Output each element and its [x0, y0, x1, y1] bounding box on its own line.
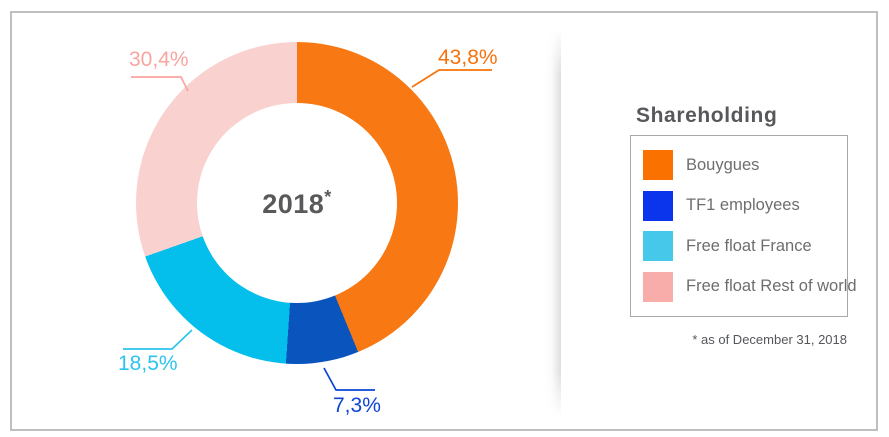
swatch-bouygues — [643, 150, 673, 180]
leader-line-tf1-employees — [323, 367, 375, 391]
legend-box: Bouygues TF1 employees Free float France… — [630, 135, 857, 317]
legend-label: Free float France — [686, 236, 812, 255]
legend-label: TF1 employees — [686, 196, 800, 215]
slice-label-free-float-rest: 30,4% — [129, 48, 189, 71]
legend-item-tf1-employees: TF1 employees — [643, 190, 835, 221]
center-asterisk: * — [324, 186, 332, 207]
chart-card: 2018* 43,8% 30,4% 18,5% 7,3% Shareholdin… — [10, 11, 878, 431]
leader-line-bouygues — [411, 69, 492, 88]
leader-line-free-float-rest — [131, 76, 189, 92]
legend-label: Bouygues — [686, 155, 760, 174]
slice-label-bouygues: 43,8% — [438, 46, 498, 69]
footnote: * as of December 31, 2018 — [692, 332, 847, 347]
leader-line-free-float-france — [123, 329, 193, 350]
donut-hole: 2018* — [197, 103, 397, 303]
swatch-free-float-rest — [643, 271, 673, 302]
legend-item-bouygues: Bouygues — [643, 150, 835, 180]
page-fold-shadow — [544, 29, 561, 417]
slice-label-tf1-employees: 7,3% — [333, 394, 381, 417]
legend-item-free-float-france: Free float France — [643, 231, 835, 262]
donut-chart: 2018* — [136, 42, 458, 364]
swatch-free-float-france — [643, 231, 673, 262]
slice-label-free-float-france: 18,5% — [118, 352, 178, 375]
donut-center-label: 2018* — [262, 187, 332, 220]
legend-item-free-float-rest: Free float Rest of world — [643, 271, 857, 302]
swatch-tf1-employees — [643, 190, 673, 221]
legend-label: Free float Rest of world — [686, 277, 857, 296]
legend-title: Shareholding — [636, 104, 778, 127]
center-year: 2018 — [262, 188, 325, 219]
